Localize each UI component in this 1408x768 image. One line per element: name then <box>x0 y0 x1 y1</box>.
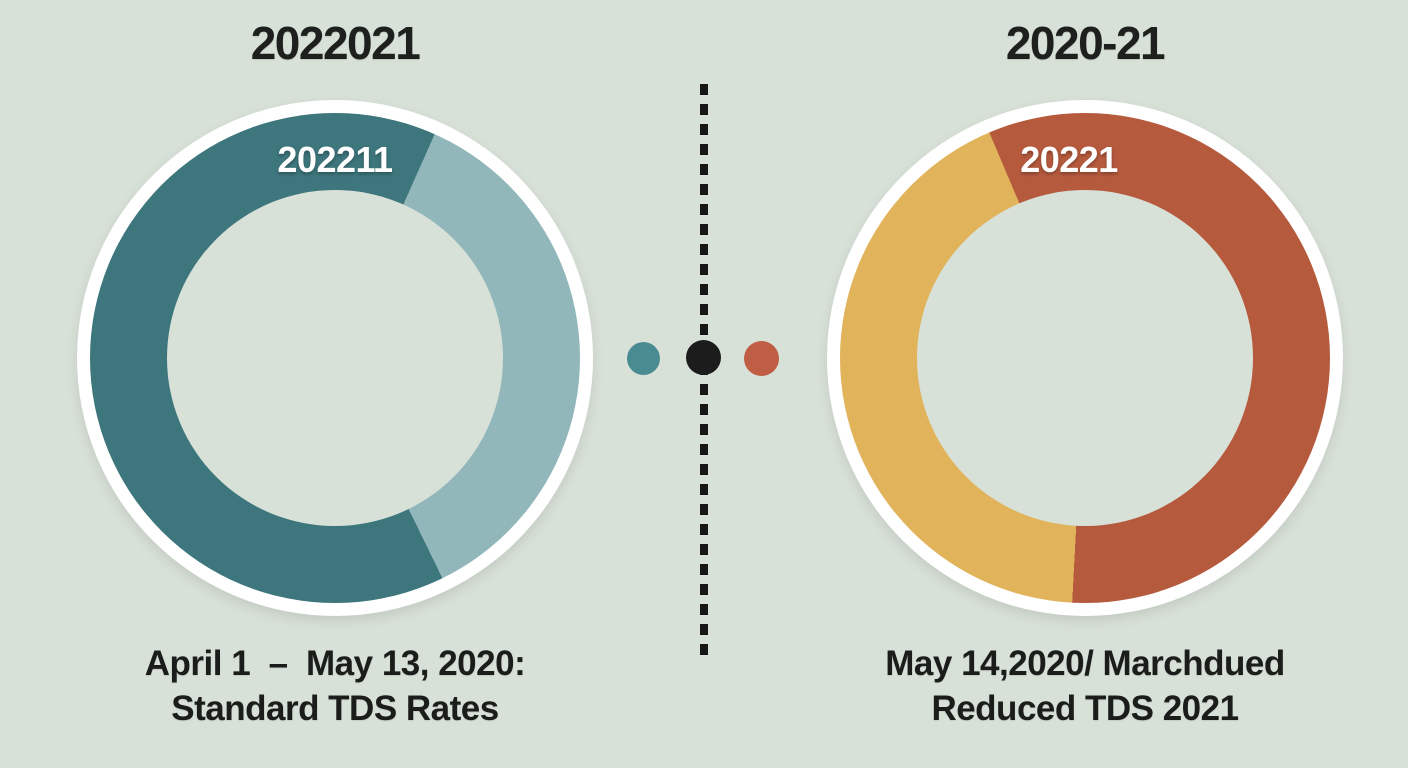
left-panel-title: 2022021 <box>250 17 421 69</box>
left-donut-hole <box>167 190 503 526</box>
left-caption-line2: Standard TDS Rates <box>171 688 499 728</box>
divider-dot-black-icon <box>686 340 721 375</box>
left-donut-chart: 202211 <box>77 100 593 616</box>
right-caption-line1: May 14,2020/ Marchdued <box>885 644 1285 683</box>
right-donut-hole <box>917 190 1253 526</box>
right-donut-ring: 20221 <box>840 113 1330 603</box>
left-donut-label: 202211 <box>277 139 393 180</box>
divider-dot-teal-icon <box>627 342 660 375</box>
divider-dot-red-icon <box>744 341 779 376</box>
left-caption: April 1 – May 13, 2020: Standard TDS Rat… <box>35 642 635 732</box>
left-donut-ring: 202211 <box>90 113 580 603</box>
left-caption-line1: April 1 – May 13, 2020: <box>144 644 526 683</box>
right-period-panel: 2020-21 20221 May 14,2020/ Marchdued Red… <box>785 0 1385 768</box>
right-panel-title: 2020-21 <box>1005 17 1166 69</box>
right-donut-chart: 20221 <box>827 100 1343 616</box>
right-caption-line2: Reduced TDS 2021 <box>931 688 1239 728</box>
right-caption: May 14,2020/ Marchdued Reduced TDS 2021 <box>785 642 1385 732</box>
right-donut-label: 20221 <box>1020 139 1118 180</box>
left-period-panel: 2022021 202211 April 1 – May 13, 2020: S… <box>35 0 635 768</box>
